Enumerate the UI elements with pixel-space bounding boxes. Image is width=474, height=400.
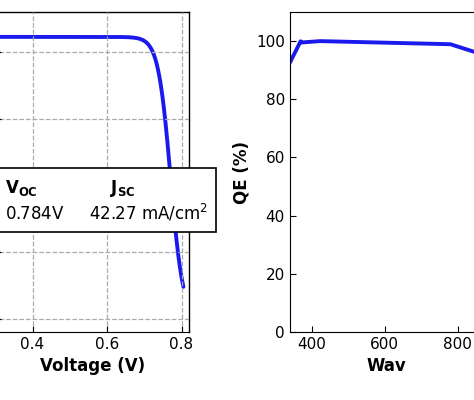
Y-axis label: QE (%): QE (%): [232, 140, 250, 204]
X-axis label: Voltage (V): Voltage (V): [39, 358, 145, 376]
Text: $\mathbf{V_{OC}}$              $\mathbf{J_{SC}}$
0.784V     42.27 mA/cm$^2$: $\mathbf{V_{OC}}$ $\mathbf{J_{SC}}$ 0.78…: [5, 178, 208, 224]
X-axis label: Wav: Wav: [367, 358, 407, 376]
